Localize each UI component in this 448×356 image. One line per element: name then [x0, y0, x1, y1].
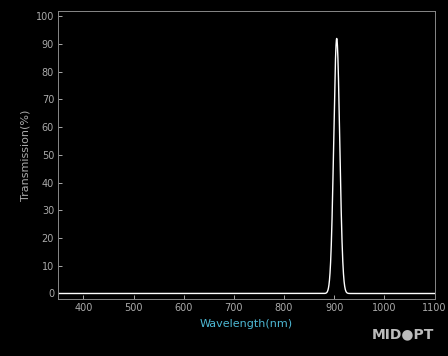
Text: MID●PT: MID●PT — [372, 328, 435, 342]
Y-axis label: Transmission(%): Transmission(%) — [20, 109, 30, 200]
X-axis label: Wavelength(nm): Wavelength(nm) — [200, 319, 293, 329]
